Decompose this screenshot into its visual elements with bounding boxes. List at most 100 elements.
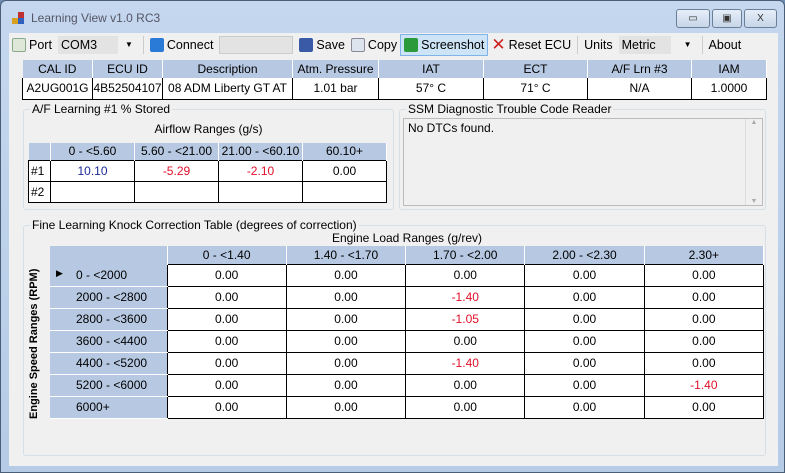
- corner-cell: [28, 143, 51, 160]
- reset-ecu-button[interactable]: ✕ Reset ECU: [491, 34, 572, 54]
- knock-table: 0 - <1.40 1.40 - <1.70 1.70 - <2.00 2.00 - …: [50, 246, 765, 419]
- knock-cell[interactable]: 0.00: [405, 263, 526, 287]
- knock-cell[interactable]: 0.00: [166, 285, 287, 309]
- af-cell[interactable]: [302, 180, 387, 203]
- minimize-button[interactable]: ▭: [676, 9, 710, 28]
- knock-cell[interactable]: 0.00: [285, 329, 407, 353]
- knock-cell[interactable]: 0.00: [285, 373, 407, 397]
- chevron-down-icon[interactable]: ▼: [124, 40, 133, 49]
- knock-cell[interactable]: 0.00: [643, 285, 765, 309]
- knock-column-header: 2.00 - <2.30: [524, 246, 645, 264]
- screenshot-button[interactable]: Screenshot: [400, 33, 489, 56]
- knock-cell[interactable]: 0.00: [524, 373, 645, 397]
- knock-cell[interactable]: 0.00: [524, 285, 645, 309]
- af-cell[interactable]: -2.10: [218, 159, 303, 182]
- af-cell[interactable]: 0.00: [302, 159, 387, 182]
- knock-title: Fine Learning Knock Correction Table (de…: [30, 218, 359, 232]
- af-column-header: 5.60 - <21.00: [134, 143, 219, 160]
- af-column-header: 60.10+: [302, 143, 387, 160]
- knock-cell[interactable]: 0.00: [405, 373, 526, 397]
- af-cell[interactable]: [134, 180, 219, 203]
- close-button[interactable]: X: [744, 9, 777, 28]
- separator: [701, 35, 703, 54]
- knock-cell[interactable]: 0.00: [285, 263, 407, 287]
- info-header: Description: [162, 60, 293, 78]
- knock-cell[interactable]: 0.00: [643, 307, 765, 331]
- knock-cell[interactable]: -1.05: [405, 307, 526, 331]
- scroll-up-icon[interactable]: ▲: [750, 119, 758, 126]
- knock-cell[interactable]: 0.00: [285, 351, 407, 375]
- app-icon: [12, 12, 25, 25]
- units-label: Units: [584, 37, 613, 52]
- knock-cell[interactable]: 0.00: [524, 263, 645, 287]
- units-combo[interactable]: Metric ▼: [616, 34, 699, 56]
- af-cell[interactable]: -5.29: [134, 159, 219, 182]
- knock-cell[interactable]: 0.00: [405, 329, 526, 353]
- knock-cell[interactable]: 0.00: [524, 329, 645, 353]
- floppy-icon: [299, 37, 314, 52]
- copy-button[interactable]: Copy: [348, 34, 400, 56]
- save-button[interactable]: Save: [296, 34, 348, 56]
- knock-cell[interactable]: 0.00: [524, 307, 645, 331]
- knock-row-label-text: 3600 - <4400: [76, 334, 148, 348]
- knock-cell[interactable]: 0.00: [166, 329, 287, 353]
- af-learning-table: 0 - <5.60 5.60 - <21.00 21.00 - <60.10 60.1…: [28, 143, 387, 203]
- knock-cell[interactable]: 0.00: [166, 373, 287, 397]
- knock-cell[interactable]: 0.00: [643, 395, 765, 419]
- knock-cell[interactable]: 0.00: [166, 395, 287, 419]
- ecu-info-table: CAL ID ECU ID Description Atm. Pressure IAT E…: [22, 60, 767, 100]
- about-button[interactable]: About: [708, 37, 742, 52]
- knock-cell[interactable]: 0.00: [166, 351, 287, 375]
- knock-cell[interactable]: 0.00: [285, 395, 407, 419]
- knock-cell[interactable]: 0.00: [524, 351, 645, 375]
- knock-cell[interactable]: 0.00: [285, 285, 407, 309]
- scrollbar[interactable]: ▲ ▼: [745, 119, 762, 205]
- info-value: 4B52504107: [92, 78, 163, 100]
- engine-load-label: Engine Load Ranges (g/rev): [331, 231, 483, 245]
- port-value[interactable]: COM3: [57, 35, 118, 54]
- info-value: A2UG001G: [22, 78, 93, 100]
- af-row-label: #1: [28, 159, 51, 182]
- knock-row-label: 2800 - <3600: [50, 308, 167, 331]
- knock-row-label: ▶ 0 - <2000: [50, 264, 167, 287]
- knock-cell[interactable]: -1.40: [405, 285, 526, 309]
- knock-row-label-text: 2800 - <3600: [76, 312, 148, 326]
- dtc-textbox[interactable]: No DTCs found. ▲ ▼: [403, 118, 763, 206]
- knock-cell[interactable]: 0.00: [643, 263, 765, 287]
- toolbar: Port COM3 ▼ Connect Save Copy Screenshot …: [9, 33, 778, 56]
- knock-cell[interactable]: -1.40: [405, 351, 526, 375]
- scroll-down-icon[interactable]: ▼: [750, 198, 758, 205]
- af-row: #1 10.10 -5.29 -2.10 0.00: [28, 159, 387, 182]
- knock-row-label: 5200 - <6000: [50, 374, 167, 397]
- af-learning-group: A/F Learning #1 % Stored Airflow Ranges …: [23, 102, 394, 210]
- knock-cell[interactable]: 0.00: [643, 351, 765, 375]
- copy-icon: [350, 37, 365, 52]
- af-column-header: 21.00 - <60.10: [218, 143, 303, 160]
- knock-cell[interactable]: 0.00: [643, 329, 765, 353]
- af-row: #2: [28, 180, 387, 203]
- info-value: 1.01 bar: [292, 78, 379, 100]
- knock-cell[interactable]: 0.00: [285, 307, 407, 331]
- port-label: Port: [9, 34, 55, 56]
- units-value[interactable]: Metric: [618, 35, 671, 54]
- knock-row: 2800 - <3600 0.00 0.00 -1.05 0.00 0.00: [50, 307, 765, 331]
- port-combo[interactable]: COM3 ▼: [55, 34, 140, 56]
- connect-button[interactable]: Connect: [147, 34, 217, 56]
- knock-cell[interactable]: 0.00: [166, 307, 287, 331]
- chevron-down-icon[interactable]: ▼: [683, 40, 692, 49]
- knock-cell[interactable]: 0.00: [524, 395, 645, 419]
- af-cell[interactable]: [50, 180, 135, 203]
- window-title: Learning View v1.0 RC3: [31, 11, 161, 25]
- connect-field[interactable]: [216, 34, 296, 56]
- knock-row-label: 3600 - <4400: [50, 330, 167, 353]
- engine-speed-label: Engine Speed Ranges (RPM): [28, 268, 40, 419]
- x-icon: ✕: [491, 34, 506, 54]
- knock-row-label: 6000+: [50, 396, 167, 419]
- maximize-button[interactable]: ▣: [712, 9, 742, 28]
- af-cell[interactable]: 10.10: [50, 159, 135, 182]
- knock-cell[interactable]: 0.00: [405, 395, 526, 419]
- knock-cell[interactable]: 0.00: [166, 263, 287, 287]
- af-cell[interactable]: [218, 180, 303, 203]
- knock-cell[interactable]: -1.40: [643, 373, 765, 397]
